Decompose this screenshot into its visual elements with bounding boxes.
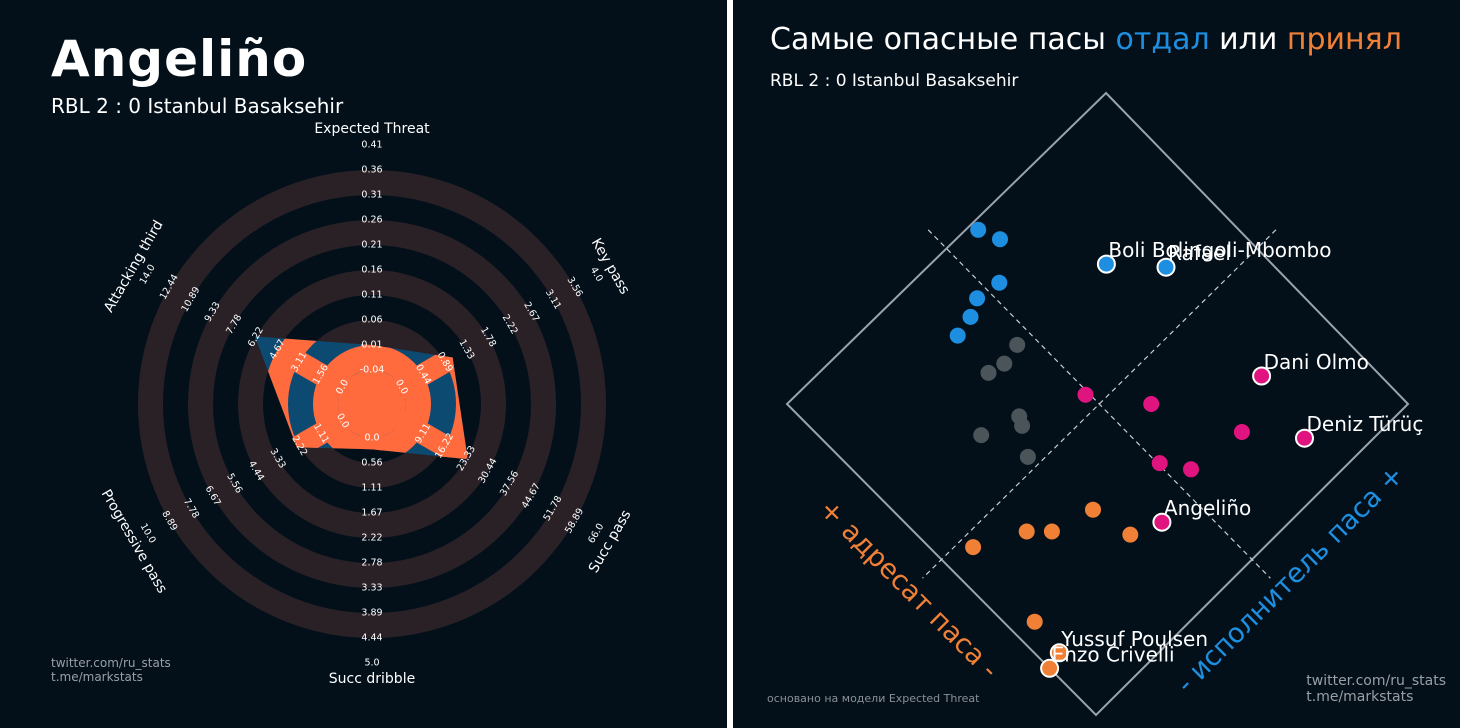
scatter-point <box>992 231 1008 248</box>
match-subtitle-right: RBL 2 : 0 Istanbul Basaksehir <box>770 71 1019 91</box>
radar-tick-label: 0.0 <box>364 433 379 444</box>
credits-right: twitter.com/ru_stats t.me/markstats <box>1306 673 1446 705</box>
title-part-3: или <box>1209 22 1287 57</box>
radar-tick-label: 5.0 <box>364 658 379 669</box>
scatter-point <box>1156 257 1176 277</box>
radar-axis-label-succ-dribble: Succ dribble <box>329 671 415 687</box>
scatter-point <box>1018 523 1035 540</box>
radar-tick-label: 0.31 <box>361 190 382 201</box>
radar-ring <box>188 220 556 588</box>
scatter-point <box>1011 408 1028 425</box>
model-note: основано на модели Expected Threat <box>767 692 980 705</box>
radar-tick-label: 0.06 <box>361 315 382 326</box>
radar-tick-label: 2.78 <box>361 558 382 569</box>
radar-panel: -0.04 0.01 0.06 0.11 0.16 0.21 0.26 0.31 0.36 0.4… <box>0 0 727 728</box>
divider-line <box>927 229 1271 579</box>
radar-ring <box>138 170 606 638</box>
scatter-point <box>991 274 1008 291</box>
radar-tick-label: 0.16 <box>361 265 382 276</box>
scatter-point <box>962 308 979 325</box>
radar-tick-label: 0.01 <box>361 340 382 351</box>
player-title: Angeliño <box>51 30 308 88</box>
radar-tick-label: 3.33 <box>361 583 382 594</box>
radar-tick-label: 0.36 <box>361 165 382 176</box>
scatter-point <box>1183 461 1199 478</box>
radar-tick-label: 0.56 <box>361 458 382 469</box>
radar-tick-label: 2.22 <box>361 533 382 544</box>
scatter-point <box>1043 523 1060 540</box>
radar-ring <box>238 270 506 538</box>
receiver-axis-label: + адресат паса - <box>813 494 1004 685</box>
scatter-point <box>1152 512 1172 532</box>
scatter-point <box>1077 386 1094 403</box>
radar-tick-label: 0.21 <box>361 240 382 251</box>
point-label-boli-bolingoli-mbombo: Boli Bolingoli-Mbombo <box>1108 238 1331 262</box>
radar-tick-label: 0.41 <box>361 140 382 151</box>
scatter-point <box>1143 396 1160 412</box>
scatter-point <box>1040 658 1060 678</box>
scatter-point <box>1085 501 1101 518</box>
radar-tick-label: 4.44 <box>361 633 382 644</box>
scatter-point <box>969 290 986 307</box>
point-label-deniz-t-r: Deniz Türüç <box>1307 412 1424 436</box>
title-part-1: Самые опасные пасы <box>770 22 1116 57</box>
scatter-point <box>1233 424 1250 440</box>
title-part-gave: отдал <box>1115 22 1210 57</box>
radar-tick-label: -0.04 <box>360 365 385 376</box>
point-label-angeli-o: Angeliño <box>1164 496 1251 520</box>
scatter-point <box>1295 428 1314 448</box>
radar-tick-label: 0.26 <box>361 215 382 226</box>
scatter-point <box>970 221 987 238</box>
scatter-point <box>1122 526 1139 543</box>
scatter-point <box>965 539 982 556</box>
scatter-point <box>996 355 1013 372</box>
chart-title: Самые опасные пасы отдал или принял <box>770 22 1402 57</box>
scatter-point <box>980 364 997 381</box>
title-part-received: принял <box>1286 22 1402 57</box>
scatter-point <box>1252 366 1272 386</box>
radar-tick-label: 0.11 <box>361 290 382 301</box>
radar-tick-label: 1.67 <box>361 508 382 519</box>
scatter-point <box>973 427 990 444</box>
divider-line <box>922 229 1277 579</box>
scatter-point <box>1151 455 1168 472</box>
point-label-rafael: Rafael <box>1168 241 1231 265</box>
point-label-dani-olmo: Dani Olmo <box>1264 350 1369 374</box>
scatter-point <box>1009 336 1026 353</box>
point-label-enzo-crivelli: Enzo Crivelli <box>1052 642 1175 666</box>
scatter-point <box>1049 643 1069 663</box>
radar-axis-label-attacking-third: Attacking third <box>101 218 167 316</box>
scatter-point <box>1096 254 1116 274</box>
radar-axis-label-progressive-pass: Progressive pass <box>98 487 170 596</box>
radar-tick-label: 3.89 <box>361 608 382 619</box>
scatter-point <box>1026 613 1043 630</box>
radar-tick-label: 1.11 <box>361 483 382 494</box>
radar-chart: -0.04 0.01 0.06 0.11 0.16 0.21 0.26 0.31 0.36 0.4… <box>98 121 635 687</box>
diamond-frame <box>785 91 1410 717</box>
match-subtitle: RBL 2 : 0 Istanbul Basaksehir <box>51 94 344 118</box>
radar-axis-label-expected-threat: Expected Threat <box>314 121 430 137</box>
point-label-yussuf-poulsen: Yussuf Poulsen <box>1060 627 1208 651</box>
scatter-point <box>949 327 966 344</box>
radar-center-disc <box>338 370 406 438</box>
scatter-point <box>1019 448 1036 465</box>
pass-threat-panel: Deniz Türüç Dani Olmo Angeliño Rafael Boli B… <box>733 0 1460 728</box>
credits: twitter.com/ru_stats t.me/markstats <box>51 656 171 684</box>
